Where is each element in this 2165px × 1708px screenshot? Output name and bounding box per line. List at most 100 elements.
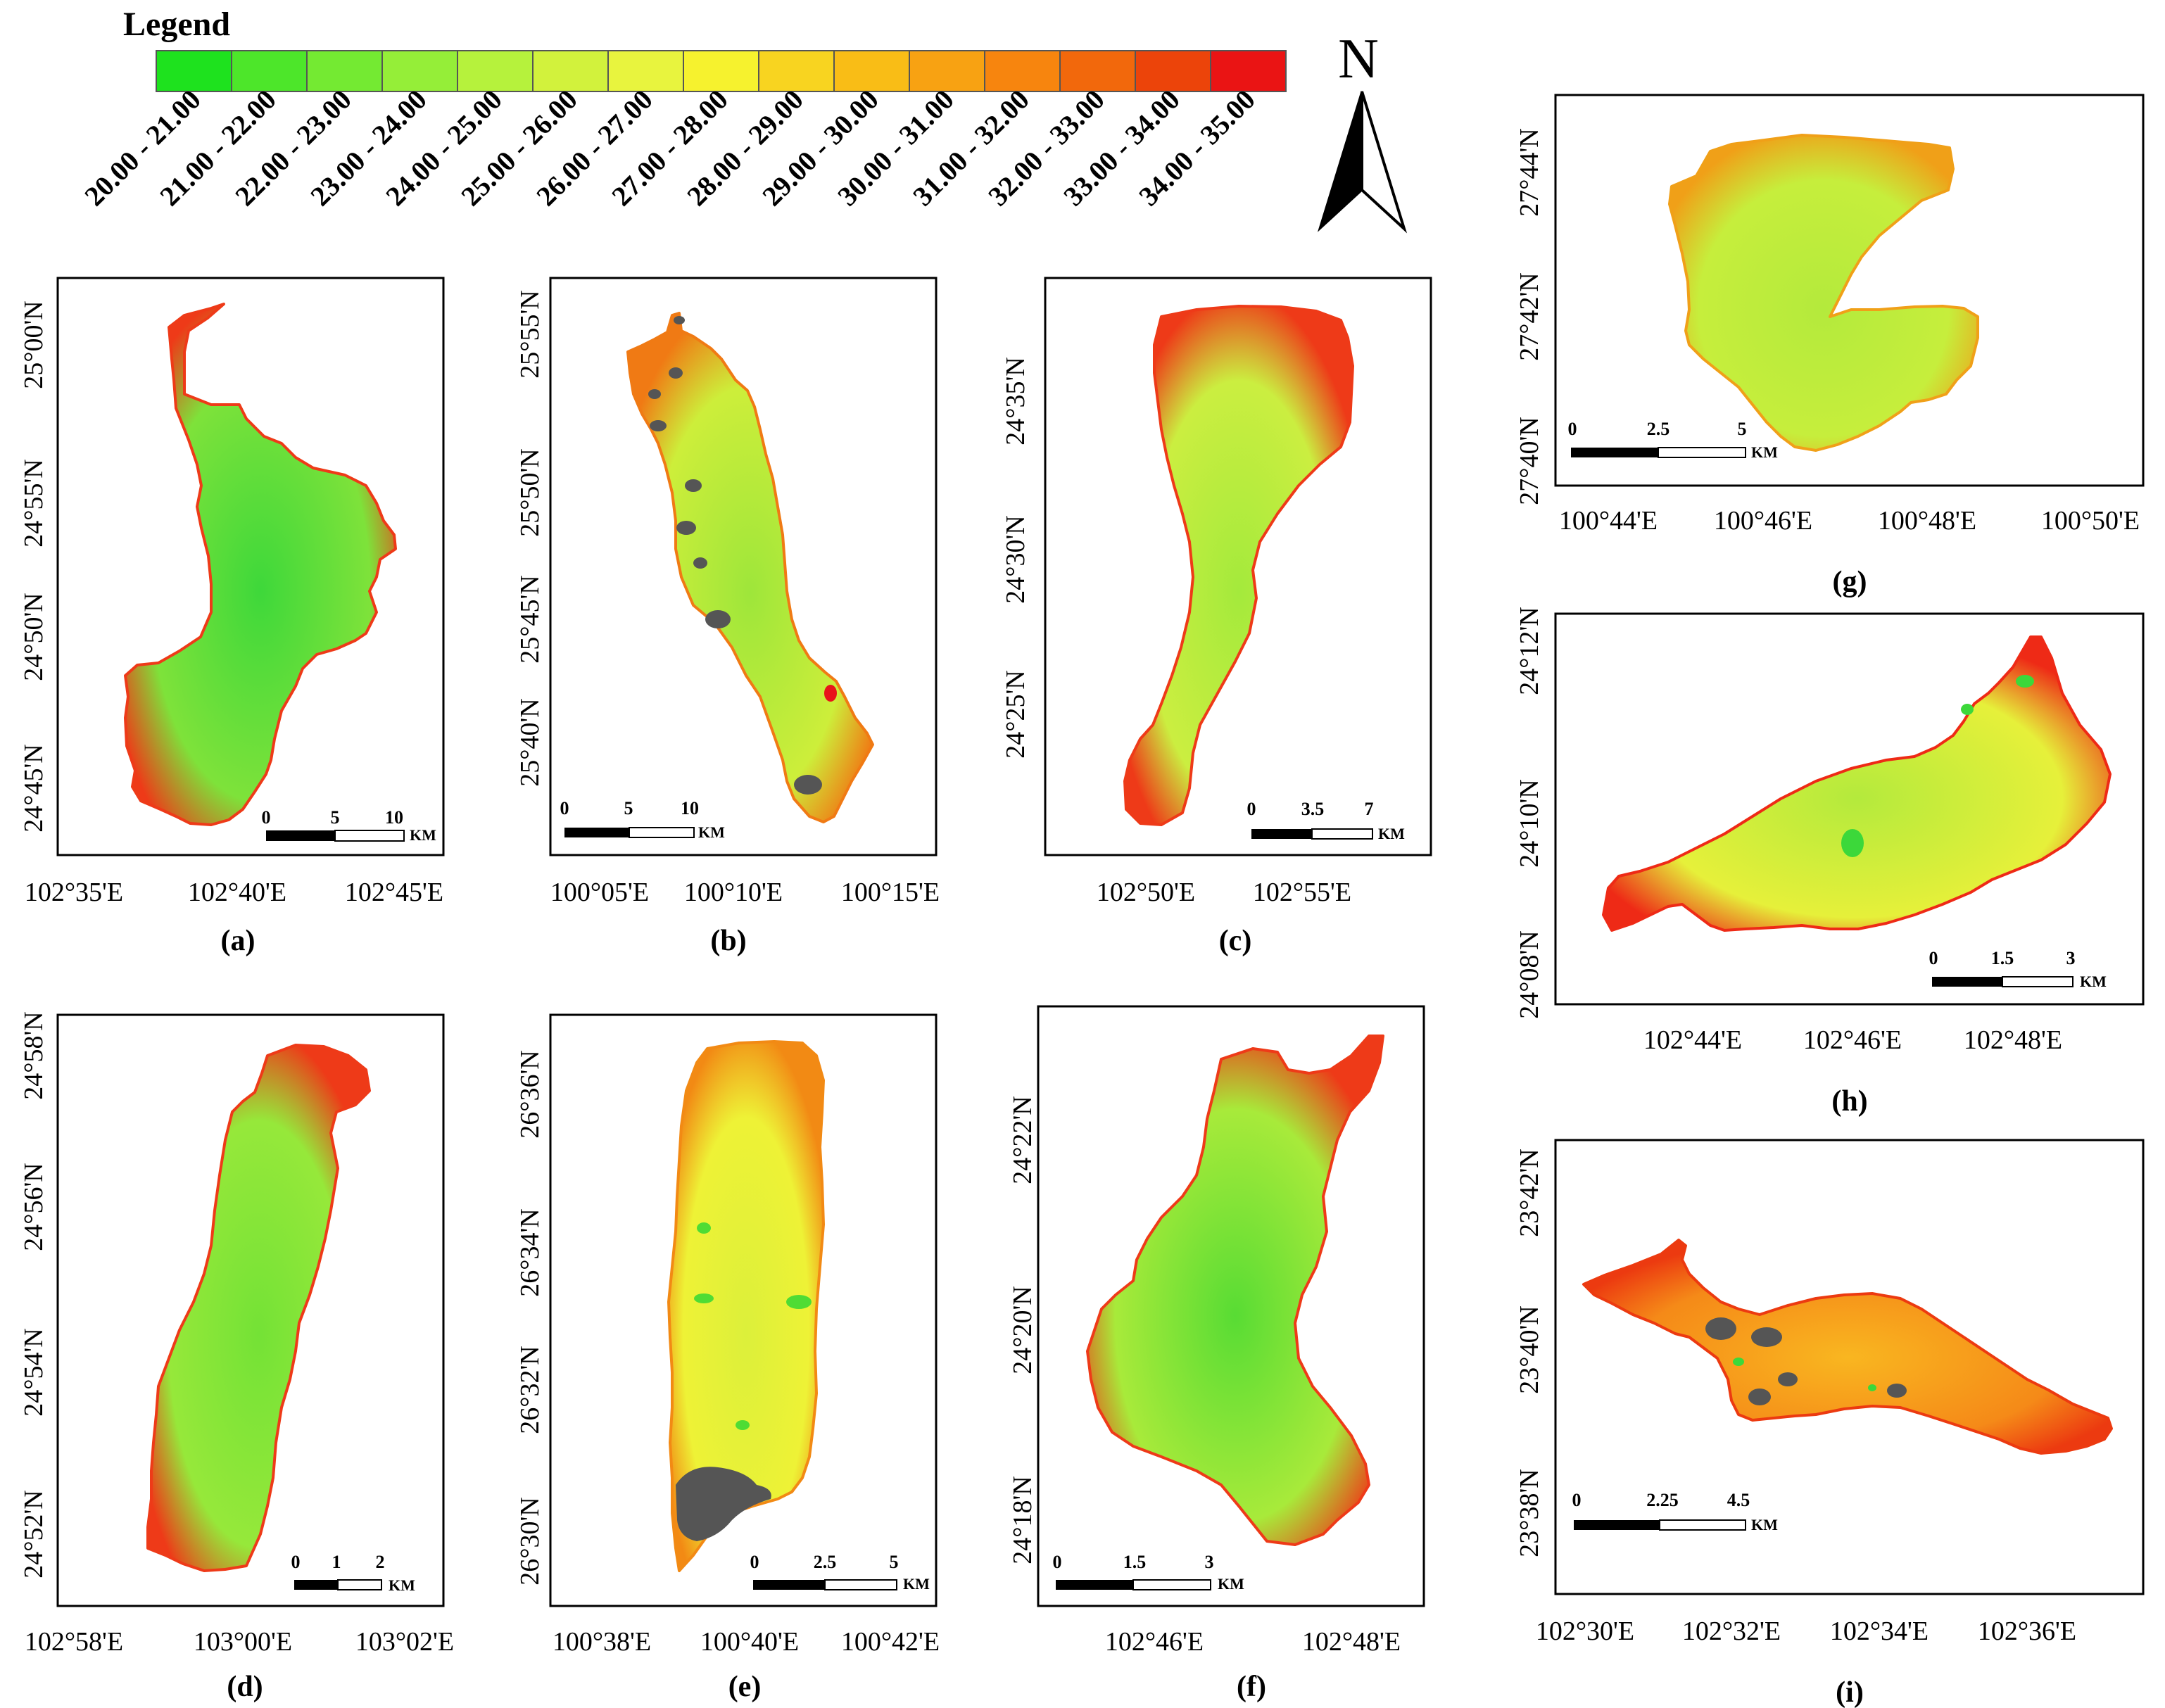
panel-f-lon-tick: 102°48'E xyxy=(1302,1627,1401,1657)
panel-h-lon-tick: 102°48'E xyxy=(1964,1025,2062,1055)
panel-e-lat-axis: 26°36'N 26°34'N 26°32'N 26°30'N xyxy=(515,1050,545,1586)
panel-e-scale-bar: 0 2.5 5 KM xyxy=(750,1552,930,1593)
north-arrow-label: N xyxy=(1338,28,1379,90)
legend-swatch xyxy=(306,50,383,92)
panel-b-lat-tick: 25°50'N xyxy=(515,448,545,537)
panel-i-lat-axis: 23°42'N 23°40'N 23°38'N xyxy=(1515,1149,1544,1557)
scale-unit: KM xyxy=(2080,973,2107,990)
panel-h-lat-tick: 24°08'N xyxy=(1515,930,1544,1019)
legend-swatch xyxy=(758,50,835,92)
cool-patch xyxy=(1733,1358,1744,1366)
hotspot-patch xyxy=(824,685,837,702)
cool-patch xyxy=(1868,1384,1876,1391)
cool-patch xyxy=(786,1295,812,1309)
panel-c-lon-tick: 102°50'E xyxy=(1097,878,1195,907)
panel-a-lon-tick: 102°40'E xyxy=(188,878,286,907)
legend-swatch xyxy=(984,50,1061,92)
panel-h-lat-axis: 24°12'N 24°10'N 24°08'N xyxy=(1515,607,1544,1019)
panel-i-lon-axis: 102°30'E 102°32'E 102°34'E 102°36'E xyxy=(1536,1617,2076,1646)
legend-title: Legend xyxy=(123,6,230,43)
scale-bar-black-segment xyxy=(753,1580,825,1590)
panel-h-lake xyxy=(1602,635,2112,932)
panel-e-lat-tick: 26°32'N xyxy=(515,1346,545,1434)
legend-swatch xyxy=(1059,50,1136,92)
panel-h-label: (h) xyxy=(1831,1085,1867,1118)
panel-b-scale-bar: 0 5 10 KM xyxy=(560,798,726,841)
nodata-patch xyxy=(648,389,661,399)
scale-label: 4.5 xyxy=(1727,1490,1750,1510)
panel-d-lon-axis: 102°58'E 103°00'E 103°02'E xyxy=(25,1627,454,1657)
panel-d-lat-axis: 24°58'N 24°56'N 24°54'N 24°52'N xyxy=(19,1011,49,1579)
nodata-patch xyxy=(1887,1384,1907,1398)
panel-g-lon-tick: 100°48'E xyxy=(1878,506,1976,536)
panel-d-scale-bar: 0 1 2 KM xyxy=(291,1552,416,1594)
panel-a-lat-tick: 24°50'N xyxy=(19,593,49,681)
scale-unit: KM xyxy=(1378,825,1405,842)
panel-g-lat-axis: 27°44'N 27°42'N 27°40'N xyxy=(1515,128,1544,505)
panel-a-lon-axis: 102°35'E 102°40'E 102°45'E xyxy=(25,878,443,907)
scale-bar-black-segment xyxy=(294,1580,338,1590)
panel-a-lake xyxy=(124,303,397,826)
scale-bar-white-segment xyxy=(337,1579,382,1590)
scale-bar-black-segment xyxy=(1251,829,1312,839)
panel-i-lon-tick: 102°30'E xyxy=(1536,1617,1634,1646)
panel-i-lon-tick: 102°36'E xyxy=(1978,1617,2076,1646)
scale-label: 0 xyxy=(560,798,569,818)
panel-h-lat-tick: 24°12'N xyxy=(1515,607,1544,695)
north-arrow: N xyxy=(1317,28,1408,234)
panel-i-scale-bar: 0 2.25 4.5 KM xyxy=(1572,1490,1779,1533)
scale-label: 5 xyxy=(624,798,633,818)
panel-h-cool-patches xyxy=(1841,675,2034,857)
scale-label: 2 xyxy=(376,1552,385,1572)
panel-h-lon-axis: 102°44'E 102°46'E 102°48'E xyxy=(1643,1025,2062,1055)
panel-b-lat-tick: 25°45'N xyxy=(515,575,545,664)
scale-label: 3 xyxy=(1205,1552,1214,1572)
legend-swatch xyxy=(1210,50,1287,92)
panel-f-lat-tick: 24°22'N xyxy=(1008,1096,1037,1184)
panel-f-lat-tick: 24°20'N xyxy=(1008,1286,1037,1374)
panel-g-label: (g) xyxy=(1833,566,1867,598)
panel-e-lat-tick: 26°30'N xyxy=(515,1497,545,1586)
scale-bar-black-segment xyxy=(1574,1520,1660,1530)
nodata-patch xyxy=(676,521,696,535)
panel-b-nodata-patches xyxy=(648,316,837,795)
panel-a-lat-tick: 24°55'N xyxy=(19,459,49,548)
panel-i-patches xyxy=(1705,1317,1907,1405)
panel-c-scale-bar: 0 3.5 7 KM xyxy=(1247,799,1406,842)
panel-c-lon-axis: 102°50'E 102°55'E xyxy=(1097,878,1351,907)
panel-c-lat-axis: 24°35'N 24°30'N 24°25'N xyxy=(1001,357,1030,759)
cool-patch xyxy=(1841,829,1864,857)
panel-a-lon-tick: 102°35'E xyxy=(25,878,123,907)
panel-e: 26°36'N 26°34'N 26°32'N 26°30'N 100°38'E… xyxy=(515,1013,940,1703)
cool-patch xyxy=(697,1222,711,1234)
panel-b-lon-tick: 100°10'E xyxy=(684,878,783,907)
scale-label: 2.5 xyxy=(814,1552,837,1572)
panel-i-lon-tick: 102°32'E xyxy=(1682,1617,1781,1646)
scale-unit: KM xyxy=(389,1576,415,1594)
panel-h-lat-tick: 24°10'N xyxy=(1515,779,1544,868)
panel-d-lat-tick: 24°54'N xyxy=(19,1328,49,1417)
nodata-patch xyxy=(685,479,702,492)
panel-a-label: (a) xyxy=(221,925,255,957)
cool-patch xyxy=(1961,704,1974,715)
panel-e-nodata-patches xyxy=(676,1467,771,1541)
cool-patch xyxy=(2016,675,2034,688)
panel-b-lake xyxy=(626,312,874,823)
panel-b-lon-axis: 100°05'E 100°10'E 100°15'E xyxy=(550,878,940,907)
panel-i-label: (i) xyxy=(1836,1676,1864,1708)
panel-c-lat-tick: 24°25'N xyxy=(1001,670,1030,759)
panel-d-lon-tick: 103°00'E xyxy=(194,1627,292,1657)
panel-b-lat-tick: 25°40'N xyxy=(515,698,545,787)
panel-b-lon-tick: 100°15'E xyxy=(841,878,940,907)
scale-bar-black-segment xyxy=(266,830,335,841)
panel-h-lon-tick: 102°46'E xyxy=(1803,1025,1902,1055)
scale-label: 0 xyxy=(1929,948,1938,968)
scale-unit: KM xyxy=(1751,1516,1778,1533)
cool-patch xyxy=(736,1420,750,1430)
panel-f-label: (f) xyxy=(1237,1671,1266,1703)
nodata-patch xyxy=(705,610,731,628)
scale-unit: KM xyxy=(410,826,436,844)
nodata-patch xyxy=(650,420,667,431)
scale-label: 5 xyxy=(331,807,340,828)
